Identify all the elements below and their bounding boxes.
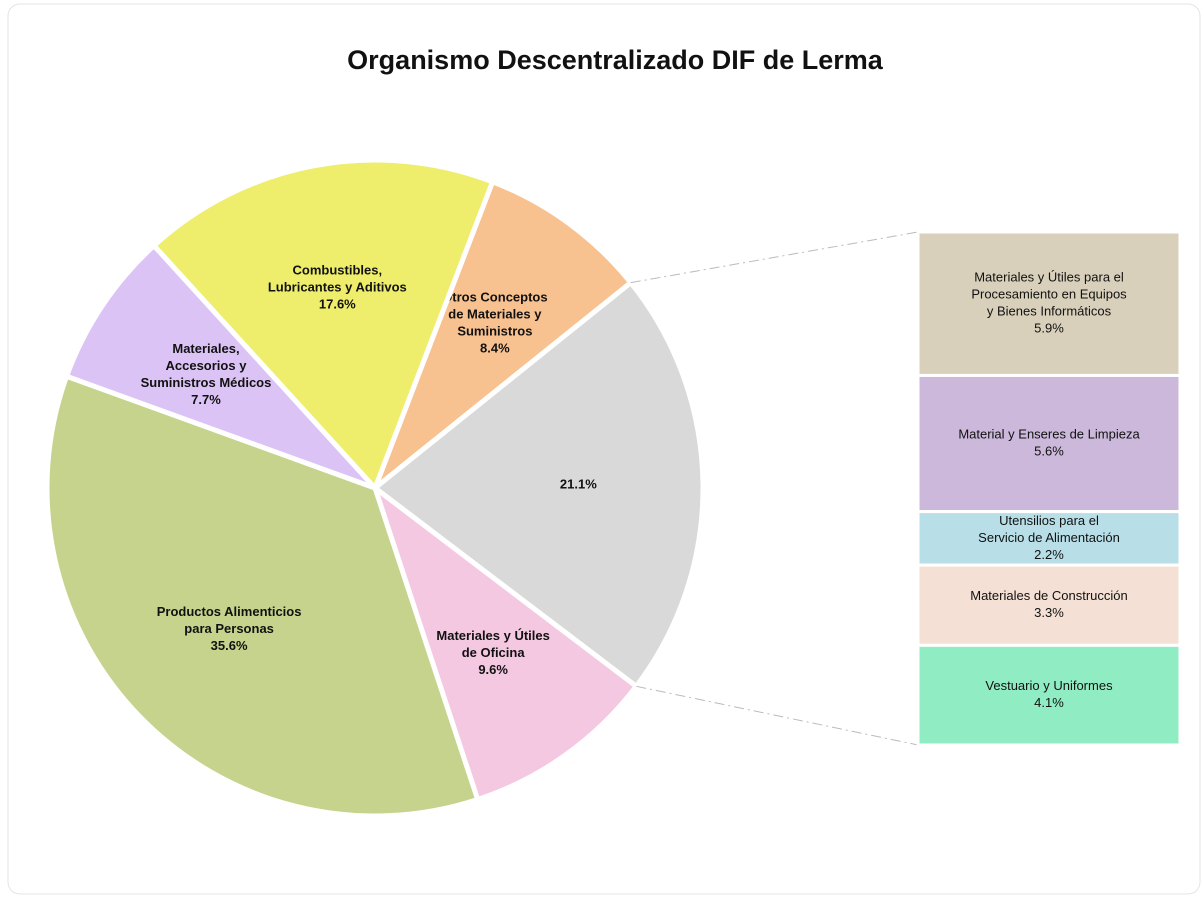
bar-segment — [916, 510, 1182, 567]
slice-label: Combustibles, — [293, 263, 383, 278]
segment-label: y Bienes Informáticos — [987, 304, 1112, 319]
slice-label: Suministros Médicos — [141, 375, 272, 390]
data-label: 2.2% — [1034, 547, 1064, 562]
data-label: 17.6% — [319, 297, 356, 312]
pie-slice — [44, 373, 481, 819]
data-label: 4.1% — [1034, 695, 1064, 710]
segment-label: Material y Enseres de Limpieza — [958, 426, 1140, 441]
bar-segment — [916, 643, 1182, 747]
chart-title: Organismo Descentralizado DIF de Lerma — [347, 45, 884, 75]
bar-segment — [916, 563, 1182, 647]
slice-label: Productos Alimenticios — [157, 604, 302, 619]
bar-segment — [916, 230, 1182, 377]
segment-label: Vestuario y Uniformes — [985, 678, 1113, 693]
pie-slice — [370, 279, 706, 690]
data-label: 8.4% — [480, 341, 510, 356]
segment-label: Servicio de Alimentación — [978, 530, 1120, 545]
slice-label: Materiales, — [172, 341, 239, 356]
segment-label: Materiales y Útiles para el — [974, 270, 1124, 285]
slice-label: para Personas — [184, 621, 274, 636]
slice-label: de Materiales y — [448, 307, 542, 322]
leader-line — [636, 685, 919, 746]
slice-label: Accesorios y — [166, 358, 248, 373]
slice-label: Otros Conceptos — [442, 290, 547, 305]
pie-slice — [369, 178, 635, 496]
pie-slice — [370, 481, 640, 803]
data-label: 9.6% — [478, 662, 508, 677]
segment-label: Utensilios para el — [999, 513, 1099, 528]
data-label: 5.6% — [1034, 443, 1064, 458]
slice-label: Suministros — [457, 324, 532, 339]
data-label: 21.1% — [560, 477, 597, 492]
leader-line — [630, 231, 919, 284]
segment-label: Procesamiento en Equipos — [971, 287, 1127, 302]
slice-label: Materiales y Útiles — [436, 628, 549, 643]
slice-label: Lubricantes y Aditivos — [268, 280, 407, 295]
data-label: 35.6% — [211, 638, 248, 653]
segment-label: Materiales de Construcción — [970, 588, 1128, 603]
bar-segment — [916, 373, 1182, 514]
data-label: 5.9% — [1034, 321, 1064, 336]
data-label: 3.3% — [1034, 605, 1064, 620]
pie-slice — [150, 157, 496, 493]
pie-slice — [63, 242, 377, 491]
data-label: 7.7% — [191, 392, 221, 407]
slice-label: de Oficina — [462, 645, 526, 660]
